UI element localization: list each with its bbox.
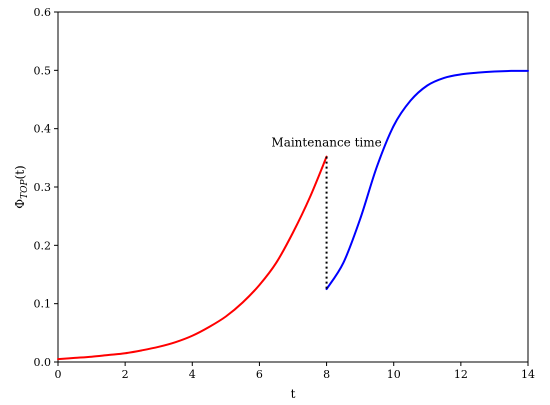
axes <box>57 11 529 363</box>
y-axis-label-tail: (t) <box>13 165 27 179</box>
y-tick-label: 0.2 <box>34 239 52 252</box>
x-axis-label: t <box>291 387 296 401</box>
x-tick-label: 8 <box>323 368 330 381</box>
y-tick-label: 0.6 <box>34 6 52 19</box>
y-tick-label: 0.1 <box>34 298 52 311</box>
x-tick-label: 14 <box>521 368 535 381</box>
x-tick-label: 12 <box>454 368 468 381</box>
series-group <box>57 69 529 361</box>
x-tick-label: 2 <box>122 368 129 381</box>
y-axis-label-sub: TOP <box>20 179 30 199</box>
x-ticks: 0 2 4 6 8 10 12 14 <box>55 362 535 381</box>
x-tick-label: 6 <box>256 368 263 381</box>
y-tick-label: 0.4 <box>34 123 52 136</box>
x-tick-label: 4 <box>189 368 196 381</box>
y-tick-label: 0.0 <box>34 356 52 369</box>
series-1-line <box>325 69 529 291</box>
y-tick-label: 0.5 <box>34 64 52 77</box>
plot-frame <box>57 11 529 363</box>
x-tick-label: 10 <box>387 368 401 381</box>
y-axis-label: ΦTOP(t) <box>13 165 30 208</box>
x-tick-label: 0 <box>55 368 62 381</box>
y-axis-label-main: Φ <box>13 199 27 209</box>
y-tick-label: 0.3 <box>34 181 52 194</box>
y-ticks: 0.0 0.1 0.2 0.3 0.4 0.5 0.6 <box>34 6 58 369</box>
series-0-line <box>57 155 328 361</box>
maintenance-time-annotation: Maintenance time <box>271 136 381 150</box>
